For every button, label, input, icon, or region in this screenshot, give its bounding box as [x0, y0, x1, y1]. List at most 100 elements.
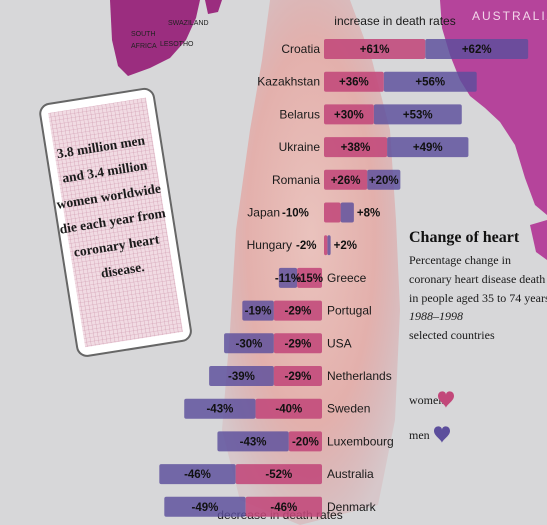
value-label-men: -39%	[228, 371, 255, 383]
bar-men	[242, 300, 274, 321]
note-card-grid	[48, 97, 184, 348]
bar-men	[159, 464, 236, 485]
heart-icon-women	[438, 391, 454, 408]
value-label-women: -29%	[285, 371, 312, 383]
bar-row-croatia: Croatia +61% +62%	[281, 39, 529, 59]
bar-row-belarus: Belarus +30% +53%	[279, 104, 462, 125]
bar-women	[297, 267, 322, 288]
bar-men	[224, 333, 274, 354]
value-label-men: -43%	[206, 404, 233, 416]
bar-men	[184, 398, 256, 419]
value-label-men: -46%	[184, 469, 211, 481]
bar-women	[273, 366, 322, 386]
tasmania-landmass	[530, 220, 547, 260]
value-label-women: +30%	[334, 109, 364, 121]
country-label: Greece	[327, 271, 367, 285]
note-card: 3.8 million men and 3.4 million women wo…	[39, 87, 192, 357]
bar-men	[383, 71, 477, 92]
value-label-men: -11%	[275, 273, 301, 285]
bar-row-denmark: Denmark -46% -49%	[164, 496, 377, 517]
country-label: Hungary	[247, 238, 292, 252]
bar-row-luxembourg: Luxembourg -20% -43%	[217, 431, 394, 452]
value-label-men: -49%	[192, 502, 219, 514]
country-label: Kazakhstan	[257, 75, 320, 89]
country-label: Ukraine	[279, 140, 321, 154]
country-label: Romania	[272, 173, 320, 187]
country-label: Netherlands	[327, 369, 392, 383]
country-label: USA	[327, 336, 352, 350]
map-label-lesotho: LESOTHO	[160, 41, 194, 48]
value-label-women: -20%	[292, 436, 319, 448]
bar-women	[324, 39, 426, 59]
country-label: Croatia	[281, 42, 320, 56]
bar-men	[387, 137, 469, 158]
value-label-men: +53%	[403, 109, 433, 121]
bar-row-greece: Greece -15%-11%	[275, 267, 367, 288]
bar-row-ukraine: Ukraine +38% +49%	[279, 137, 469, 158]
bar-women	[273, 300, 322, 321]
bar-men	[367, 169, 401, 190]
bar-row-japan: Japan -10% +8%	[247, 202, 380, 223]
heart-illustration	[222, 0, 400, 525]
country-label: Denmark	[327, 500, 377, 514]
bar-women	[245, 496, 322, 517]
bar-men	[425, 39, 529, 59]
bar-row-portugal: Portugal -29% -19%	[242, 300, 372, 321]
bar-women	[324, 71, 384, 92]
country-label: Australia	[327, 467, 374, 481]
country-label: Luxembourg	[327, 434, 394, 448]
map-label-swaziland: SWAZILAND	[168, 20, 209, 27]
bar-row-netherlands: Netherlands -29% -39%	[209, 366, 392, 386]
map-labels: SWAZILAND SOUTH AFRICA LESOTHO AUSTRALIA	[131, 9, 547, 50]
country-label: Belarus	[279, 107, 320, 121]
value-label-men: +62%	[462, 44, 492, 56]
bar-women	[324, 235, 328, 256]
value-label-women: -40%	[275, 404, 302, 416]
africa-landmass	[110, 0, 200, 76]
bar-women	[324, 104, 374, 125]
legend-label-men: men	[409, 428, 430, 442]
bar-women	[255, 398, 322, 419]
value-label-women: +38%	[341, 142, 371, 154]
legend-title: Change of heart	[409, 229, 520, 246]
legend-subtitle-line: coronary heart disease death rates,	[409, 272, 547, 286]
bar-women	[235, 464, 322, 485]
bar-row-kazakhstan: Kazakhstan +36% +56%	[257, 71, 477, 92]
note-line: disease.	[100, 259, 146, 281]
bar-rows: Croatia +61% +62% Kazakhstan +36% +56% Belarus…	[159, 39, 529, 517]
heart-icon-men	[434, 426, 450, 443]
bar-row-romania: Romania +26% +20%	[272, 169, 401, 190]
value-label-women: -29%	[285, 338, 312, 350]
map-label-africa: AFRICA	[131, 43, 157, 50]
value-label-men: -19%	[245, 306, 272, 318]
legend-period: 1988–1998	[409, 309, 463, 323]
bar-women	[324, 202, 341, 223]
bar-men	[278, 267, 298, 288]
value-label-men: +2%	[334, 240, 357, 252]
value-label-women: -2%	[296, 240, 316, 252]
country-label: Portugal	[327, 304, 372, 318]
bar-row-australia: Australia -52% -46%	[159, 464, 374, 485]
value-label-women: -10%	[282, 208, 309, 220]
value-label-men: +49%	[413, 142, 443, 154]
value-label-men: +56%	[415, 77, 445, 89]
value-label-women: -46%	[270, 502, 297, 514]
legend-label-women: women	[409, 393, 444, 407]
value-label-men: -30%	[236, 338, 263, 350]
bar-men	[327, 235, 331, 256]
value-label-women: -15%	[296, 273, 323, 285]
bar-men	[217, 431, 289, 452]
legend-subtitle-line: in people aged 35 to 74 years	[409, 291, 547, 305]
value-label-women: +26%	[331, 175, 361, 187]
legend: Change of heart Percentage change in cor…	[409, 229, 547, 443]
increase-caption: increase in death rates	[334, 14, 455, 28]
bar-men	[164, 496, 246, 517]
value-label-men: +20%	[369, 175, 399, 187]
bar-women	[324, 137, 388, 158]
bar-row-sweden: Sweden -40% -43%	[184, 398, 370, 419]
bar-women	[324, 169, 368, 190]
value-label-women: +61%	[360, 44, 390, 56]
map-label-australia: AUSTRALIA	[472, 9, 547, 23]
bar-row-usa: USA -29% -30%	[224, 333, 352, 354]
